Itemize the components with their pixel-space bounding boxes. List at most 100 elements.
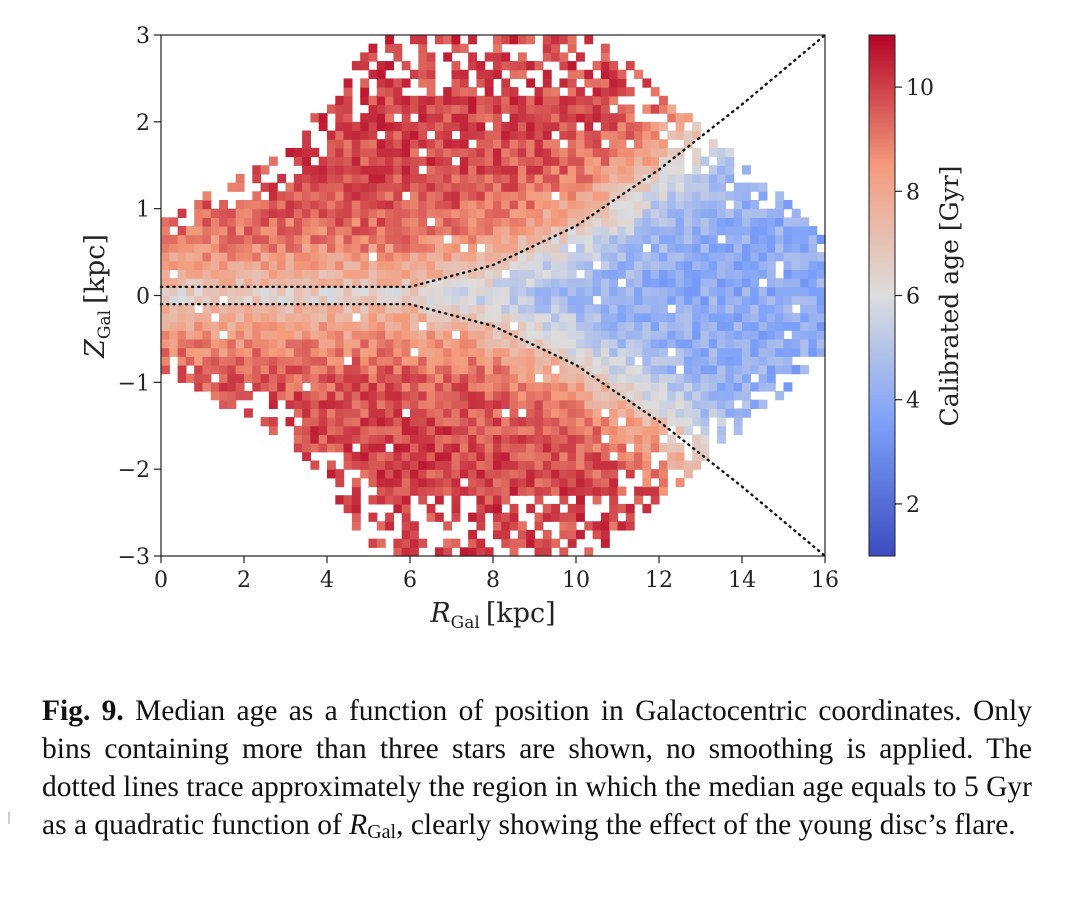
heatmap-bin — [235, 234, 245, 244]
heatmap-bin — [634, 425, 643, 436]
heatmap-bin — [717, 191, 726, 201]
heatmap-bin — [576, 417, 585, 427]
heatmap-bin — [692, 460, 702, 470]
heatmap-bin — [327, 338, 336, 349]
heatmap-bin — [725, 347, 735, 357]
heatmap-bin — [360, 52, 370, 62]
heatmap-bin — [725, 373, 735, 383]
heatmap-bin — [733, 347, 743, 357]
heatmap-bin — [509, 208, 519, 218]
heatmap-bin — [592, 182, 602, 192]
heatmap-bin — [567, 356, 577, 366]
heatmap-bin — [592, 217, 602, 227]
heatmap-bin — [526, 443, 536, 453]
heatmap-bin — [468, 173, 477, 184]
heatmap-bin — [360, 391, 370, 401]
heatmap-bin — [650, 182, 660, 192]
heatmap-bin — [484, 399, 494, 409]
heatmap-bin — [468, 217, 477, 227]
heatmap-bin — [343, 95, 353, 106]
heatmap-bin — [484, 226, 494, 236]
heatmap-bin — [401, 373, 411, 383]
heatmap-bin — [534, 252, 544, 262]
heatmap-bin — [725, 286, 735, 297]
x-tick-label: 16 — [811, 568, 839, 593]
heatmap-bin — [634, 147, 643, 158]
heatmap-bin — [534, 356, 544, 366]
heatmap-bin — [393, 460, 403, 470]
heatmap-bin — [385, 35, 394, 45]
heatmap-bin — [310, 260, 320, 271]
heatmap-bin — [285, 217, 295, 227]
heatmap-bin — [501, 208, 511, 218]
heatmap-bin — [185, 338, 195, 349]
heatmap-bin — [517, 208, 527, 218]
heatmap-bin — [600, 252, 610, 262]
heatmap-bin — [634, 260, 643, 271]
heatmap-bin — [683, 460, 693, 470]
heatmap-bin — [335, 338, 345, 349]
heatmap-bin — [451, 113, 461, 123]
heatmap-bin — [202, 260, 212, 271]
heatmap-bin — [675, 304, 685, 314]
heatmap-bin — [625, 321, 635, 331]
heatmap-bin — [368, 286, 378, 297]
heatmap-bin — [244, 286, 253, 297]
heatmap-bin — [194, 347, 204, 357]
heatmap-bin — [642, 130, 652, 140]
heatmap-bin — [459, 408, 469, 418]
heatmap-bin — [459, 425, 469, 436]
heatmap-bin — [368, 469, 378, 479]
heatmap-bin — [808, 295, 818, 305]
heatmap-bin — [542, 52, 552, 62]
heatmap-bin — [252, 338, 262, 349]
heatmap-bin — [584, 173, 594, 184]
heatmap-bin — [335, 373, 345, 383]
heatmap-bin — [659, 425, 668, 436]
heatmap-bin — [227, 364, 237, 375]
heatmap-bin — [725, 382, 735, 392]
heatmap-bin — [327, 460, 336, 470]
heatmap-bin — [534, 408, 544, 418]
heatmap-bin — [650, 295, 660, 305]
heatmap-bin — [493, 469, 502, 479]
boundary-curve-upper — [159, 33, 827, 289]
x-tick-label: 6 — [403, 568, 417, 593]
heatmap-bin — [468, 408, 477, 418]
heatmap-bin — [634, 347, 643, 357]
heatmap-bin — [410, 417, 419, 427]
heatmap-bin — [161, 356, 170, 366]
heatmap-bin — [559, 443, 569, 453]
heatmap-bin — [576, 356, 585, 366]
heatmap-bin — [376, 417, 386, 427]
heatmap-bin — [268, 226, 278, 236]
heatmap-bin — [609, 130, 619, 140]
heatmap-bin — [476, 61, 486, 71]
heatmap-bin — [667, 208, 677, 218]
heatmap-bin — [592, 147, 602, 158]
heatmap-bin — [351, 260, 361, 271]
heatmap-bin — [268, 260, 278, 271]
heatmap-bin — [401, 260, 411, 271]
heatmap-bin — [376, 295, 386, 305]
heatmap-bin — [517, 191, 527, 201]
heatmap-bin — [584, 113, 594, 123]
heatmap-bin — [401, 356, 411, 366]
heatmap-bin — [443, 364, 453, 375]
heatmap-bin — [659, 234, 668, 244]
heatmap-bin — [592, 391, 602, 401]
heatmap-bin — [600, 529, 610, 540]
heatmap-bin — [343, 382, 353, 392]
heatmap-bin — [576, 529, 585, 540]
heatmap-bin — [609, 417, 619, 427]
heatmap-bin — [567, 295, 577, 305]
heatmap-bin — [791, 234, 801, 244]
heatmap-bin — [692, 347, 702, 357]
heatmap-bin — [360, 338, 370, 349]
heatmap-bin — [634, 226, 643, 236]
heatmap-bin — [650, 130, 660, 140]
heatmap-bin — [576, 69, 585, 80]
heatmap-bin — [401, 503, 411, 514]
heatmap-bin — [434, 286, 444, 297]
